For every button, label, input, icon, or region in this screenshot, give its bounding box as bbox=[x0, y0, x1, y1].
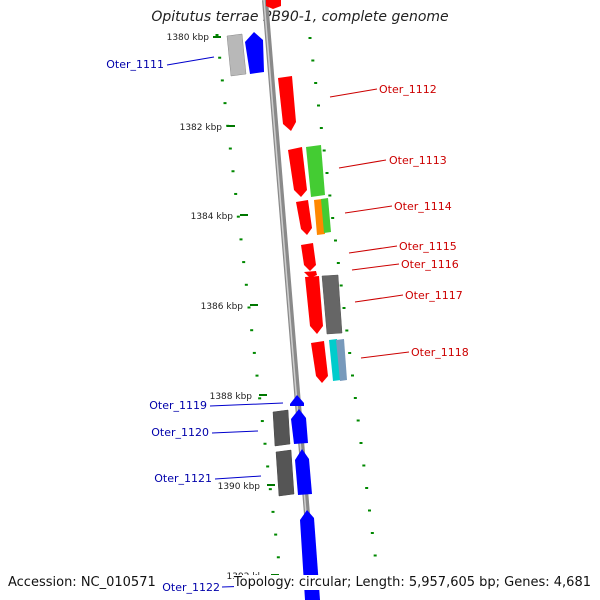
gene-label-oter-1119[interactable]: Oter_1119 bbox=[149, 399, 207, 412]
track-dot bbox=[334, 239, 337, 242]
track-dot bbox=[242, 261, 246, 264]
track-dot bbox=[239, 238, 243, 241]
genome-spine-highlight bbox=[263, 0, 314, 600]
gene-label-oter-1120[interactable]: Oter_1120 bbox=[151, 426, 209, 439]
track-dot bbox=[362, 464, 366, 467]
track-dot bbox=[359, 442, 363, 444]
track-dot bbox=[266, 465, 270, 468]
track-dot bbox=[345, 329, 349, 332]
track-dot bbox=[348, 352, 352, 354]
track-dot bbox=[370, 532, 374, 534]
track-dot bbox=[215, 34, 219, 36]
track-dot bbox=[258, 397, 262, 400]
track-dot bbox=[353, 397, 357, 399]
tick-label-1380: 1380 kbp bbox=[167, 33, 210, 43]
gene-label-oter-1111[interactable]: Oter_1111 bbox=[106, 58, 164, 71]
track-dot bbox=[228, 147, 232, 150]
track-dot bbox=[314, 82, 318, 84]
accession-text: Accession: NC_010571 bbox=[8, 575, 156, 590]
tick-label-1384: 1384 kbp bbox=[191, 212, 234, 222]
gene-oter-1112[interactable] bbox=[278, 76, 296, 131]
track-dot bbox=[339, 284, 343, 287]
track-dot bbox=[356, 419, 360, 422]
track-dot bbox=[342, 307, 346, 309]
gene-oter-1114[interactable] bbox=[296, 198, 331, 235]
gene-oter-1111[interactable] bbox=[226, 32, 264, 77]
map-title: Opitutus terrae PB90-1, complete genome bbox=[151, 9, 449, 25]
track-dot bbox=[250, 329, 254, 332]
topology-text: Topology: circular; Length: 5,957,605 bp… bbox=[233, 575, 591, 590]
track-dot bbox=[234, 192, 238, 195]
tick-label-1382: 1382 kbp bbox=[180, 123, 223, 133]
gene-oter-1118[interactable] bbox=[311, 339, 347, 383]
gene-oter-1120[interactable] bbox=[272, 409, 308, 447]
gene-oter-1121[interactable] bbox=[275, 449, 312, 497]
track-dot bbox=[231, 170, 235, 173]
gene-label-oter-1121[interactable]: Oter_1121 bbox=[154, 472, 212, 485]
gene-label-oter-1113[interactable]: Oter_1113 bbox=[389, 154, 447, 167]
track-dot bbox=[236, 215, 240, 218]
track-dot bbox=[218, 56, 222, 59]
gene-top-partial[interactable] bbox=[266, 0, 281, 9]
track-dot bbox=[276, 556, 280, 559]
track-dot bbox=[260, 420, 264, 423]
gene-label-oter-1117[interactable]: Oter_1117 bbox=[405, 289, 463, 302]
gene-oter-1117[interactable] bbox=[305, 274, 343, 335]
gene-label-oter-1115[interactable]: Oter_1115 bbox=[399, 240, 457, 253]
gene-oter-1116[interactable] bbox=[304, 271, 317, 278]
tick-label-1388: 1388 kbp bbox=[210, 392, 253, 402]
track-dot bbox=[328, 194, 332, 197]
track-dot bbox=[365, 487, 369, 489]
gene-oter-1115[interactable] bbox=[301, 243, 316, 271]
track-dot bbox=[331, 217, 335, 219]
gene-label-oter-1114[interactable]: Oter_1114 bbox=[394, 200, 452, 213]
track-dot bbox=[351, 374, 354, 377]
tick-label-1386: 1386 kbp bbox=[201, 302, 244, 312]
track-dot bbox=[308, 37, 312, 39]
track-dot bbox=[244, 283, 248, 286]
track-dot bbox=[311, 59, 315, 62]
track-dot bbox=[255, 374, 259, 377]
right-callout-lines bbox=[329, 88, 410, 359]
track-dot bbox=[317, 104, 320, 107]
track-dot bbox=[271, 510, 275, 513]
track-dot bbox=[247, 306, 251, 309]
track-dot bbox=[223, 102, 227, 105]
tick-label-1390: 1390 kbp bbox=[218, 482, 261, 492]
track-dot bbox=[322, 149, 326, 152]
track-dot bbox=[319, 127, 323, 129]
track-dot bbox=[252, 351, 256, 354]
left-callout-lines bbox=[166, 56, 284, 588]
track-dot bbox=[368, 509, 371, 512]
gene-oter-1119[interactable] bbox=[290, 395, 304, 406]
track-dot bbox=[263, 442, 267, 445]
genome-spine bbox=[262, 0, 317, 600]
gene-label-oter-1118[interactable]: Oter_1118 bbox=[411, 346, 469, 359]
track-dot bbox=[268, 488, 272, 491]
gene-oter-1113[interactable] bbox=[288, 145, 325, 197]
track-dot bbox=[274, 533, 278, 536]
track-dot bbox=[336, 262, 340, 264]
gene-label-oter-1122[interactable]: Oter_1122 bbox=[162, 581, 220, 594]
gene-label-oter-1116[interactable]: Oter_1116 bbox=[401, 258, 459, 271]
track-dot bbox=[220, 79, 224, 82]
gene-label-oter-1112[interactable]: Oter_1112 bbox=[379, 83, 437, 96]
track-dot bbox=[325, 172, 329, 174]
track-dot bbox=[373, 554, 377, 557]
